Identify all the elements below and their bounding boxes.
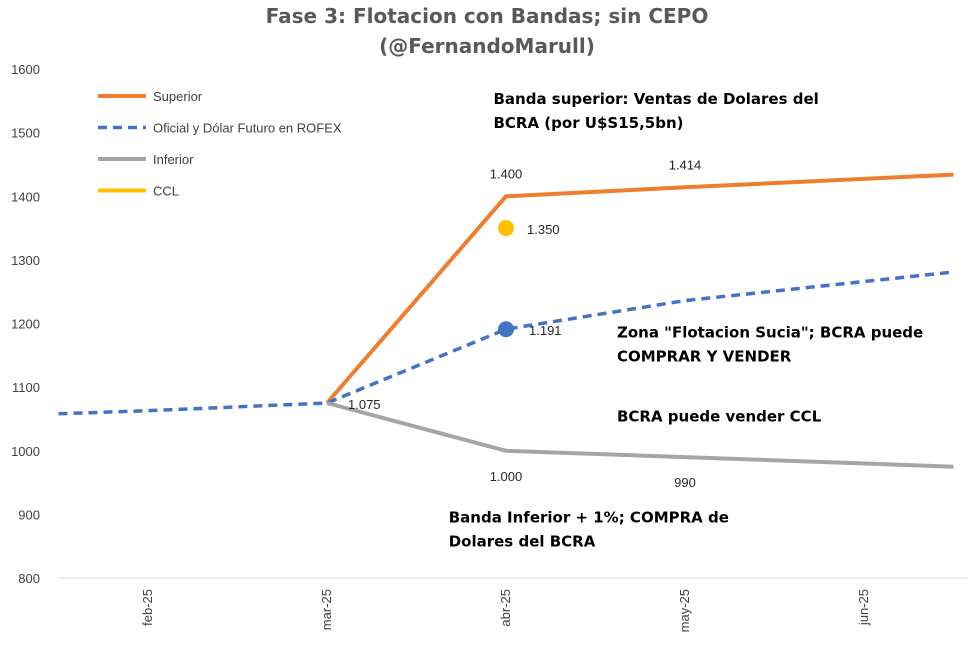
x-tick-label: abr-25 [498, 589, 513, 627]
y-tick-label: 1300 [11, 253, 40, 268]
x-tick-label: jun-25 [856, 589, 871, 626]
y-axis: 800 900 1000 1100 1200 1300 1400 1500 1600 [11, 62, 40, 586]
y-tick-label: 1000 [11, 444, 40, 459]
legend-label: Inferior [153, 152, 194, 167]
legend-label: CCL [153, 184, 179, 199]
series-line [58, 270, 954, 416]
series-lines [58, 172, 954, 469]
data-labels: 1.400 1.414 1.350 1.191 1.075 1.000 990 [348, 157, 701, 490]
annotations: Banda superior: Ventas de Dolares del BCR… [449, 90, 924, 551]
y-tick-label: 1600 [11, 62, 40, 77]
annotation-text: Banda Inferior + 1%; COMPRA de [449, 509, 729, 527]
legend-label: Oficial y Dólar Futuro en ROFEX [153, 121, 342, 136]
data-label: 990 [674, 475, 696, 490]
x-axis: feb-25 mar-25 abr-25 may-25 jun-25 [58, 577, 968, 632]
data-label: 1.414 [669, 157, 702, 172]
data-markers [498, 220, 514, 338]
legend: Superior Oficial y Dólar Futuro en ROFEX I… [98, 89, 342, 199]
y-tick-label: 1500 [11, 126, 40, 141]
data-label: 1.191 [529, 323, 562, 338]
y-tick-label: 900 [18, 507, 40, 522]
annotation-text: Zona "Flotacion Sucia"; BCRA puede [617, 323, 923, 341]
data-marker [498, 220, 514, 237]
y-tick-label: 1100 [12, 380, 40, 395]
legend-label: Superior [153, 89, 203, 104]
data-label: 1.075 [348, 397, 381, 412]
y-tick-label: 800 [18, 571, 40, 586]
data-label: 1.000 [490, 469, 523, 484]
data-label: 1.400 [490, 166, 523, 181]
chart-title-line: (@FernandoMarull) [379, 34, 595, 58]
x-tick-label: mar-25 [319, 589, 334, 630]
data-marker [498, 321, 514, 338]
series-line [325, 172, 954, 405]
annotation-text: BCRA puede vender CCL [617, 407, 822, 425]
annotation-text: BCRA (por U$S15,5bn) [493, 114, 683, 132]
series-line [326, 401, 954, 469]
y-tick-label: 1400 [11, 189, 40, 204]
y-tick-label: 1200 [11, 317, 40, 332]
chart-title-line: Fase 3: Flotacion con Bandas; sin CEPO [266, 4, 709, 28]
annotation-text: Banda superior: Ventas de Dolares del [493, 90, 818, 108]
x-tick-label: may-25 [677, 589, 692, 632]
chart-title: Fase 3: Flotacion con Bandas; sin CEPO (@… [266, 4, 709, 58]
x-tick-label: feb-25 [140, 589, 155, 626]
data-label: 1.350 [527, 222, 560, 237]
annotation-text: Dolares del BCRA [449, 533, 596, 551]
annotation-text: COMPRAR Y VENDER [617, 347, 792, 365]
